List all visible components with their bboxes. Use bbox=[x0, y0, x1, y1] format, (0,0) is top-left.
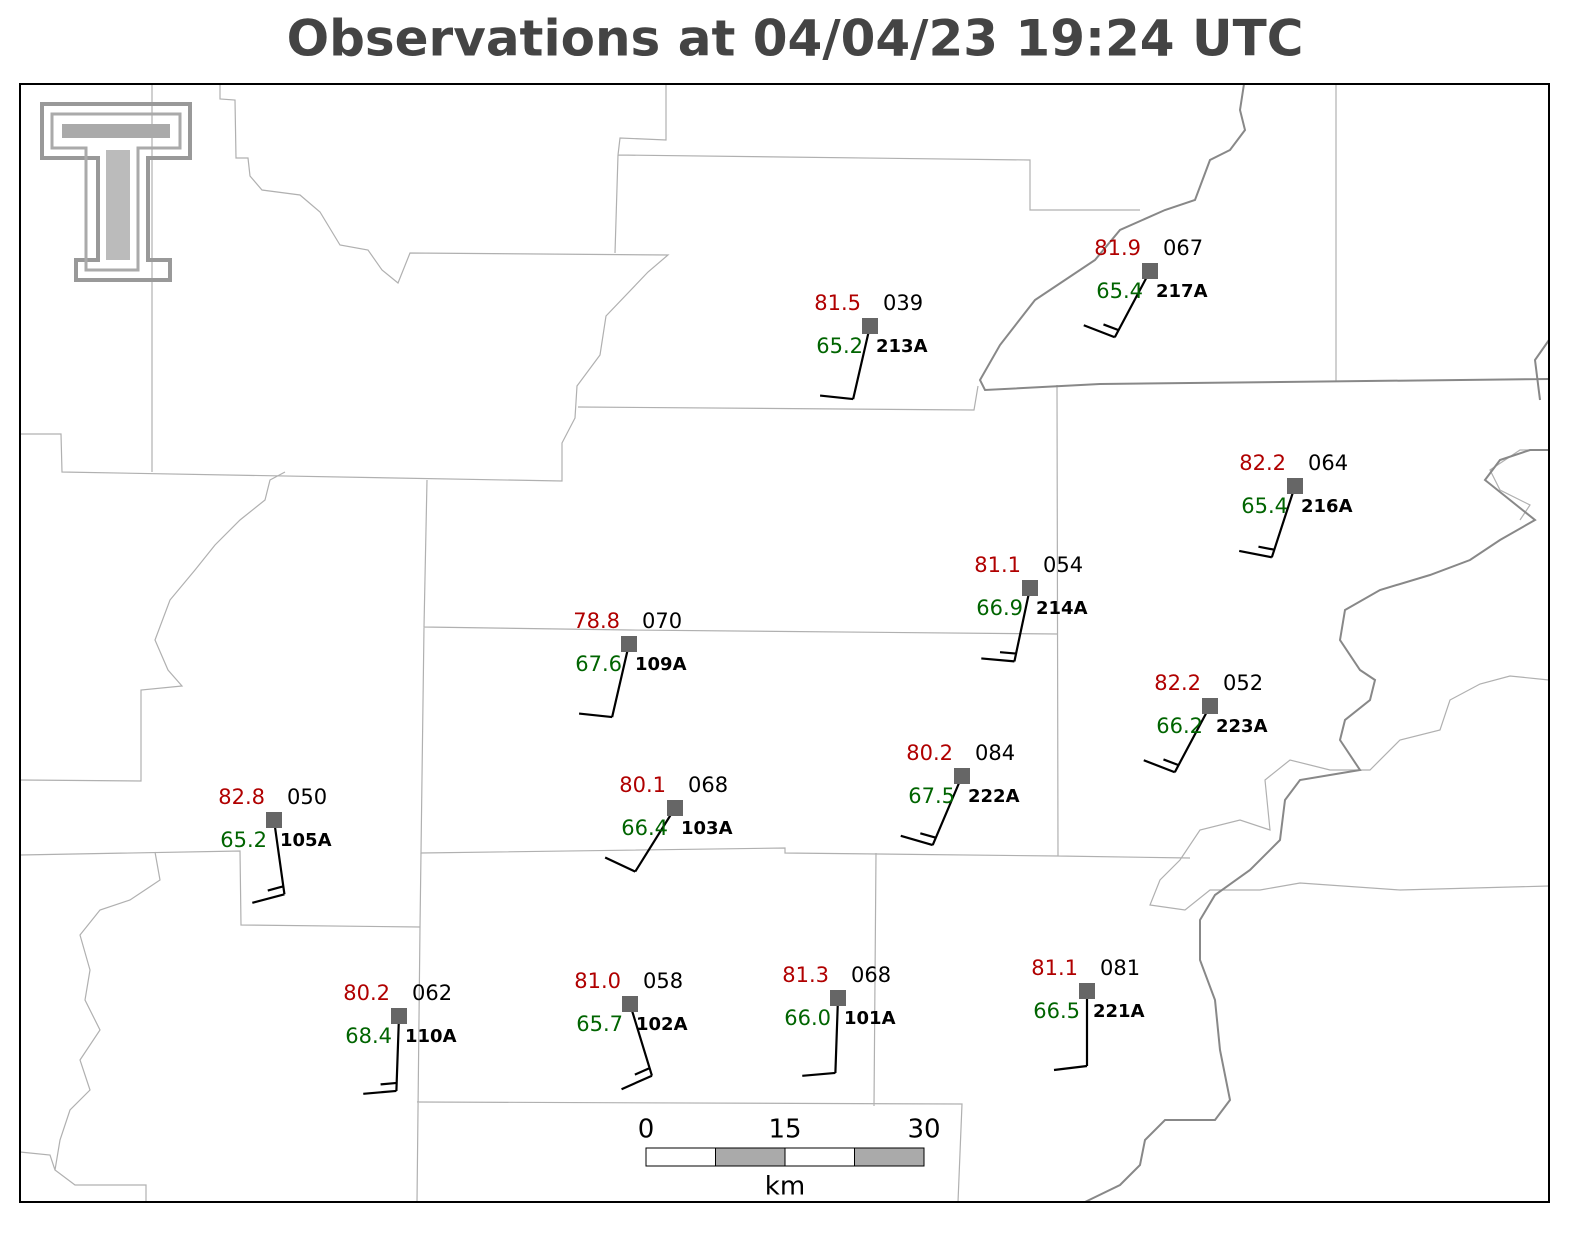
station-marker bbox=[830, 990, 846, 1006]
dewpoint: 65.4 bbox=[1096, 279, 1143, 303]
station-marker bbox=[391, 1008, 407, 1024]
logo bbox=[40, 102, 192, 282]
dewpoint: 66.9 bbox=[976, 596, 1023, 620]
station-id: 109A bbox=[635, 654, 687, 675]
station-marker bbox=[862, 318, 878, 334]
title: Observations at 04/04/23 19:24 UTC bbox=[287, 10, 1304, 68]
scale-tick-label: 30 bbox=[907, 1115, 940, 1145]
temperature: 80.2 bbox=[343, 981, 390, 1005]
station-marker bbox=[1022, 580, 1038, 596]
station-marker bbox=[621, 636, 637, 652]
station-id: 214A bbox=[1036, 598, 1088, 619]
station-id: 101A bbox=[844, 1008, 896, 1029]
wind-barb bbox=[802, 997, 840, 1077]
pressure: 068 bbox=[688, 773, 728, 797]
station-id: 105A bbox=[280, 830, 332, 851]
pressure: 081 bbox=[1100, 956, 1140, 980]
wind-barb bbox=[1083, 270, 1151, 339]
wind-barb bbox=[363, 1015, 401, 1095]
pressure: 058 bbox=[643, 969, 683, 993]
basemap bbox=[19, 83, 1550, 1203]
wind-barb bbox=[621, 1003, 653, 1091]
temperature: 81.1 bbox=[1031, 956, 1078, 980]
station-id: 223A bbox=[1216, 716, 1268, 737]
station-id: 222A bbox=[968, 786, 1020, 807]
dewpoint: 68.4 bbox=[345, 1024, 392, 1048]
station-id: 103A bbox=[681, 818, 733, 839]
wind-barb bbox=[981, 587, 1032, 663]
station-marker bbox=[1202, 698, 1218, 714]
temperature: 81.0 bbox=[574, 969, 621, 993]
station-id: 102A bbox=[636, 1014, 688, 1035]
station-marker bbox=[1142, 263, 1158, 279]
station-marker bbox=[266, 812, 282, 828]
pressure: 054 bbox=[1043, 553, 1083, 577]
temperature: 81.5 bbox=[814, 291, 861, 315]
pressure: 070 bbox=[642, 609, 682, 633]
wind-barb bbox=[900, 775, 964, 847]
station-id: 221A bbox=[1093, 1001, 1145, 1022]
station-id: 216A bbox=[1301, 496, 1353, 517]
station-id: 213A bbox=[876, 336, 928, 357]
dewpoint: 65.4 bbox=[1241, 494, 1288, 518]
temperature: 78.8 bbox=[573, 609, 620, 633]
pressure: 084 bbox=[975, 741, 1015, 765]
wind-barb bbox=[1053, 991, 1089, 1072]
temperature: 80.1 bbox=[619, 773, 666, 797]
dewpoint: 67.5 bbox=[908, 784, 955, 808]
wind-barb bbox=[1238, 485, 1297, 559]
temperature: 82.8 bbox=[218, 785, 265, 809]
temperature: 81.9 bbox=[1094, 236, 1141, 260]
dewpoint: 66.4 bbox=[621, 816, 668, 840]
wind-barb bbox=[604, 807, 676, 873]
temperature: 80.2 bbox=[906, 741, 953, 765]
wind-barb bbox=[1143, 705, 1211, 774]
station-marker bbox=[1287, 478, 1303, 494]
pressure: 050 bbox=[287, 785, 327, 809]
pressure: 062 bbox=[412, 981, 452, 1005]
wind-barb bbox=[819, 325, 872, 401]
station-marker bbox=[622, 996, 638, 1012]
scale-tick-label: 0 bbox=[638, 1115, 655, 1145]
pressure: 068 bbox=[851, 963, 891, 987]
pressure: 039 bbox=[883, 291, 923, 315]
wind-barb bbox=[252, 819, 286, 904]
dewpoint: 66.0 bbox=[784, 1006, 831, 1030]
scale-unit: km bbox=[765, 1172, 805, 1202]
pressure: 064 bbox=[1308, 451, 1348, 475]
scale-bar: km bbox=[645, 1147, 925, 1202]
station-marker bbox=[667, 800, 683, 816]
dewpoint: 67.6 bbox=[575, 652, 622, 676]
temperature: 82.2 bbox=[1154, 671, 1201, 695]
station-marker bbox=[1079, 983, 1095, 999]
dewpoint: 65.7 bbox=[576, 1012, 623, 1036]
pressure: 067 bbox=[1163, 236, 1203, 260]
pressure: 052 bbox=[1223, 671, 1263, 695]
dewpoint: 65.2 bbox=[220, 828, 267, 852]
station-marker bbox=[954, 768, 970, 784]
temperature: 81.3 bbox=[782, 963, 829, 987]
dewpoint: 66.2 bbox=[1156, 714, 1203, 738]
dewpoint: 65.2 bbox=[816, 334, 863, 358]
station-id: 110A bbox=[405, 1026, 457, 1047]
wind-barb bbox=[578, 643, 631, 719]
dewpoint: 66.5 bbox=[1033, 999, 1080, 1023]
station-id: 217A bbox=[1156, 281, 1208, 302]
temperature: 81.1 bbox=[974, 553, 1021, 577]
scale-tick-label: 15 bbox=[768, 1115, 801, 1145]
temperature: 82.2 bbox=[1239, 451, 1286, 475]
map-frame bbox=[19, 83, 1550, 1203]
